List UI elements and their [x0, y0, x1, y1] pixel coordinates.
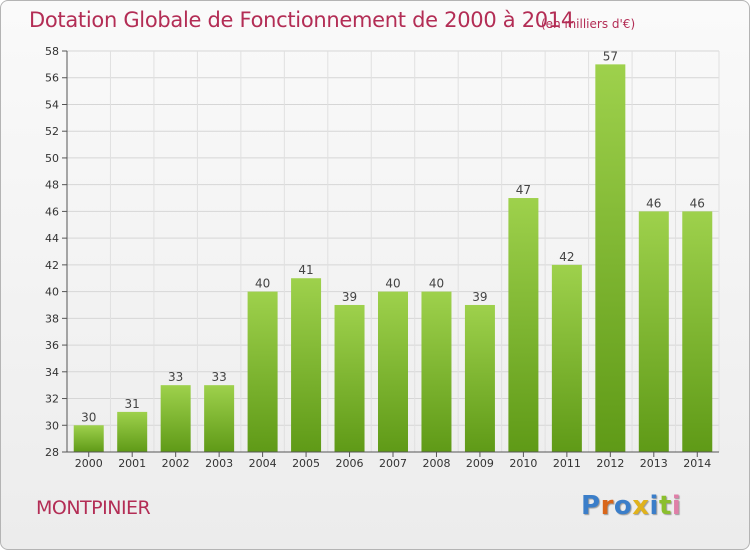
y-tick-label: 40 [45, 286, 59, 299]
value-label: 47 [516, 183, 531, 197]
x-tick-label: 2000 [75, 457, 103, 470]
x-tick-label: 2004 [249, 457, 277, 470]
bar [508, 198, 539, 452]
bar [334, 304, 365, 452]
value-label: 31 [125, 397, 140, 411]
y-tick-label: 46 [45, 205, 59, 218]
value-label: 57 [603, 49, 618, 63]
bar [682, 211, 713, 452]
value-label: 41 [298, 263, 313, 277]
bar [638, 211, 669, 452]
y-tick-label: 58 [45, 45, 59, 58]
x-tick-label: 2008 [422, 457, 450, 470]
chart-subtitle: (en milliers d'€) [541, 17, 636, 31]
bar [73, 425, 104, 452]
value-label: 33 [168, 370, 183, 384]
value-label: 42 [559, 250, 574, 264]
x-tick-label: 2005 [292, 457, 320, 470]
x-tick-label: 2014 [683, 457, 711, 470]
y-tick-label: 34 [45, 366, 59, 379]
value-label: 39 [472, 290, 487, 304]
y-tick-label: 54 [45, 98, 59, 111]
logo-letter-i2: i [671, 491, 682, 521]
logo-letter-i: i [649, 491, 659, 521]
y-tick-label: 52 [45, 125, 59, 138]
logo-letter-x: x [632, 491, 650, 521]
x-tick-label: 2007 [379, 457, 407, 470]
bar [247, 291, 278, 452]
chart-title: Dotation Globale de Fonctionnement de 20… [29, 8, 574, 32]
x-tick-label: 2001 [118, 457, 146, 470]
value-label: 39 [342, 290, 357, 304]
proxiti-logo: Proxiti [581, 491, 681, 521]
y-tick-label: 36 [45, 339, 59, 352]
y-tick-label: 50 [45, 152, 59, 165]
x-tick-label: 2010 [509, 457, 537, 470]
y-tick-label: 38 [45, 312, 59, 325]
value-label: 46 [690, 196, 705, 210]
y-tick-label: 56 [45, 72, 59, 85]
bar [551, 264, 582, 452]
bar [595, 64, 626, 452]
x-tick-label: 2013 [640, 457, 668, 470]
y-tick-label: 44 [45, 232, 59, 245]
bar [378, 291, 408, 452]
value-label: 30 [81, 410, 96, 424]
bar [117, 411, 148, 452]
axes: 28 30 32 34 36 38 40 42 44 46 48 50 52 54 56 58 2000 2001… [45, 45, 719, 470]
logo-letter-r: r [600, 491, 614, 521]
value-label: 40 [429, 277, 444, 291]
bar [291, 278, 322, 452]
x-tick-label: 2012 [596, 457, 624, 470]
logo-letter-o: o [613, 491, 633, 521]
logo-letter-p: P [581, 491, 601, 521]
x-tick-label: 2006 [336, 457, 364, 470]
y-tick-label: 48 [45, 179, 59, 192]
value-labels: 30 31 33 33 40 41 39 40 40 39 47 42 57 46 46 [81, 49, 705, 424]
bar [421, 291, 452, 452]
value-label: 40 [255, 277, 270, 291]
bars [73, 64, 713, 452]
x-tick-label: 2009 [466, 457, 494, 470]
y-tick-label: 28 [45, 446, 59, 459]
x-tick-label: 2003 [205, 457, 233, 470]
x-tick-label: 2002 [162, 457, 190, 470]
y-tick-label: 30 [45, 419, 59, 432]
place-name: MONTPINIER [36, 497, 151, 519]
value-label: 40 [385, 277, 400, 291]
bar [464, 304, 495, 452]
value-label: 46 [646, 196, 661, 210]
x-tick-label: 2011 [553, 457, 581, 470]
y-tick-label: 42 [45, 259, 59, 272]
bar [160, 385, 191, 452]
logo-letter-t: t [658, 491, 672, 521]
value-label: 33 [211, 370, 226, 384]
bar [204, 385, 235, 452]
y-tick-label: 32 [45, 393, 59, 406]
